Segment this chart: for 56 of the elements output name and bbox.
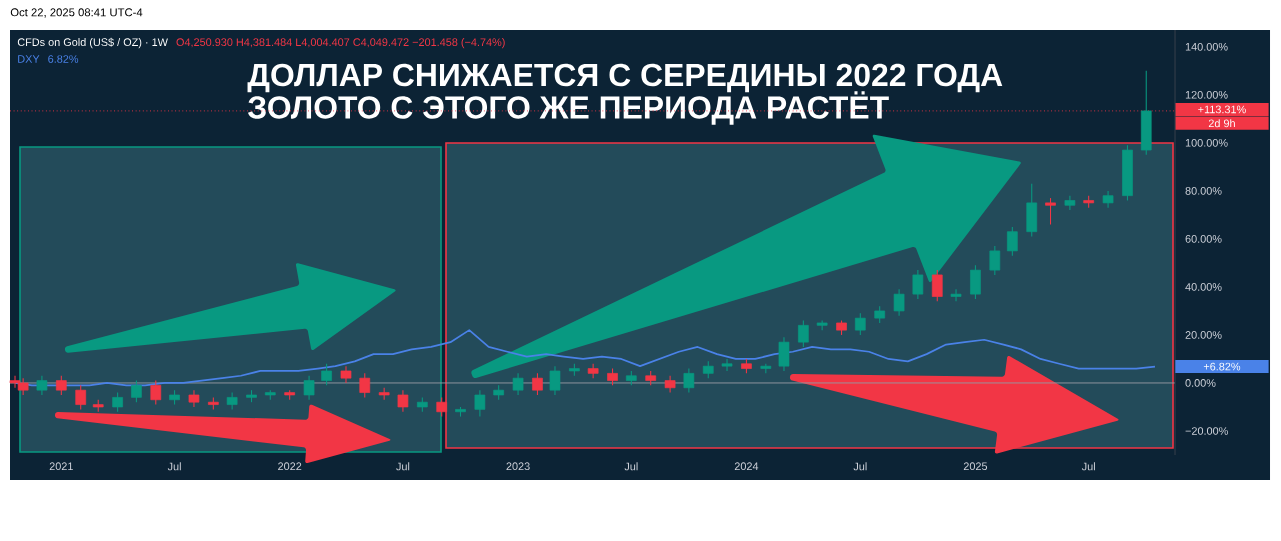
x-tick-label: Jul [624,462,638,471]
candlestick [75,384,87,410]
candlestick [798,320,809,348]
text: +6.82% [1203,362,1241,371]
candlestick [150,380,162,406]
candlestick [1045,197,1056,226]
candlestick [532,372,543,396]
text: Oct 22, 2025 08:41 UTC-4 [10,8,143,18]
candlestick [474,389,486,418]
text: O4,250.930 H4,381.484 L4,004.407 C4,049.472 −201.458 (−4.74%) [176,38,505,49]
y-tick-label: −20.00% [1185,427,1228,435]
ref-line-label: +113.31% [1198,105,1246,114]
candlestick [303,375,315,401]
candlestick [397,389,409,413]
candlestick [912,269,924,300]
x-tick-label: Jul [167,462,181,471]
candlestick [1064,195,1076,211]
x-tick-label: 2025 [963,462,988,471]
candlestick [893,288,905,317]
candlestick [321,363,332,386]
candlestick [36,375,48,396]
x-tick-label: Jul [1081,462,1095,471]
y-tick-label: 120.00% [1185,90,1228,99]
text: DXY [18,55,40,63]
x-tick-label: 2022 [278,462,302,471]
candlestick [816,320,828,331]
x-tick-label: 2021 [49,462,73,471]
candlestick [359,372,371,398]
x-tick-label: 2023 [506,462,530,471]
x-tick-label: 2024 [734,462,759,471]
candlestick [549,365,561,396]
candlestick [931,269,943,302]
candlestick [721,358,733,372]
candlestick [587,363,599,379]
candlestick [950,288,962,302]
text: CFDs on Gold (US$ / OZ) · 1W [17,37,168,49]
candlestick [683,368,695,394]
y-tick-label: 100.00% [1185,139,1228,147]
candlestick [112,392,123,413]
annotation: 6.82% [48,55,79,63]
candlestick [512,372,524,396]
y-tick-label: 80.00% [1185,187,1222,195]
candlestick [664,375,676,394]
y-tick-label: 20.00% [1185,331,1222,339]
y-tick-label: 0.00% [1185,379,1216,387]
candlestick [854,312,866,336]
y-tick-label: 40.00% [1185,283,1222,291]
text: 2d 9h [1208,119,1235,128]
x-tick-label: Jul [853,462,867,471]
x-tick-label: Jul [396,462,410,471]
y-tick-label: 60.00% [1185,235,1222,243]
candlestick [989,245,1001,276]
candlestick [1007,226,1018,257]
y-tick-label: 140.00% [1185,42,1228,51]
candlestick [131,380,142,403]
candlestick [55,375,67,396]
